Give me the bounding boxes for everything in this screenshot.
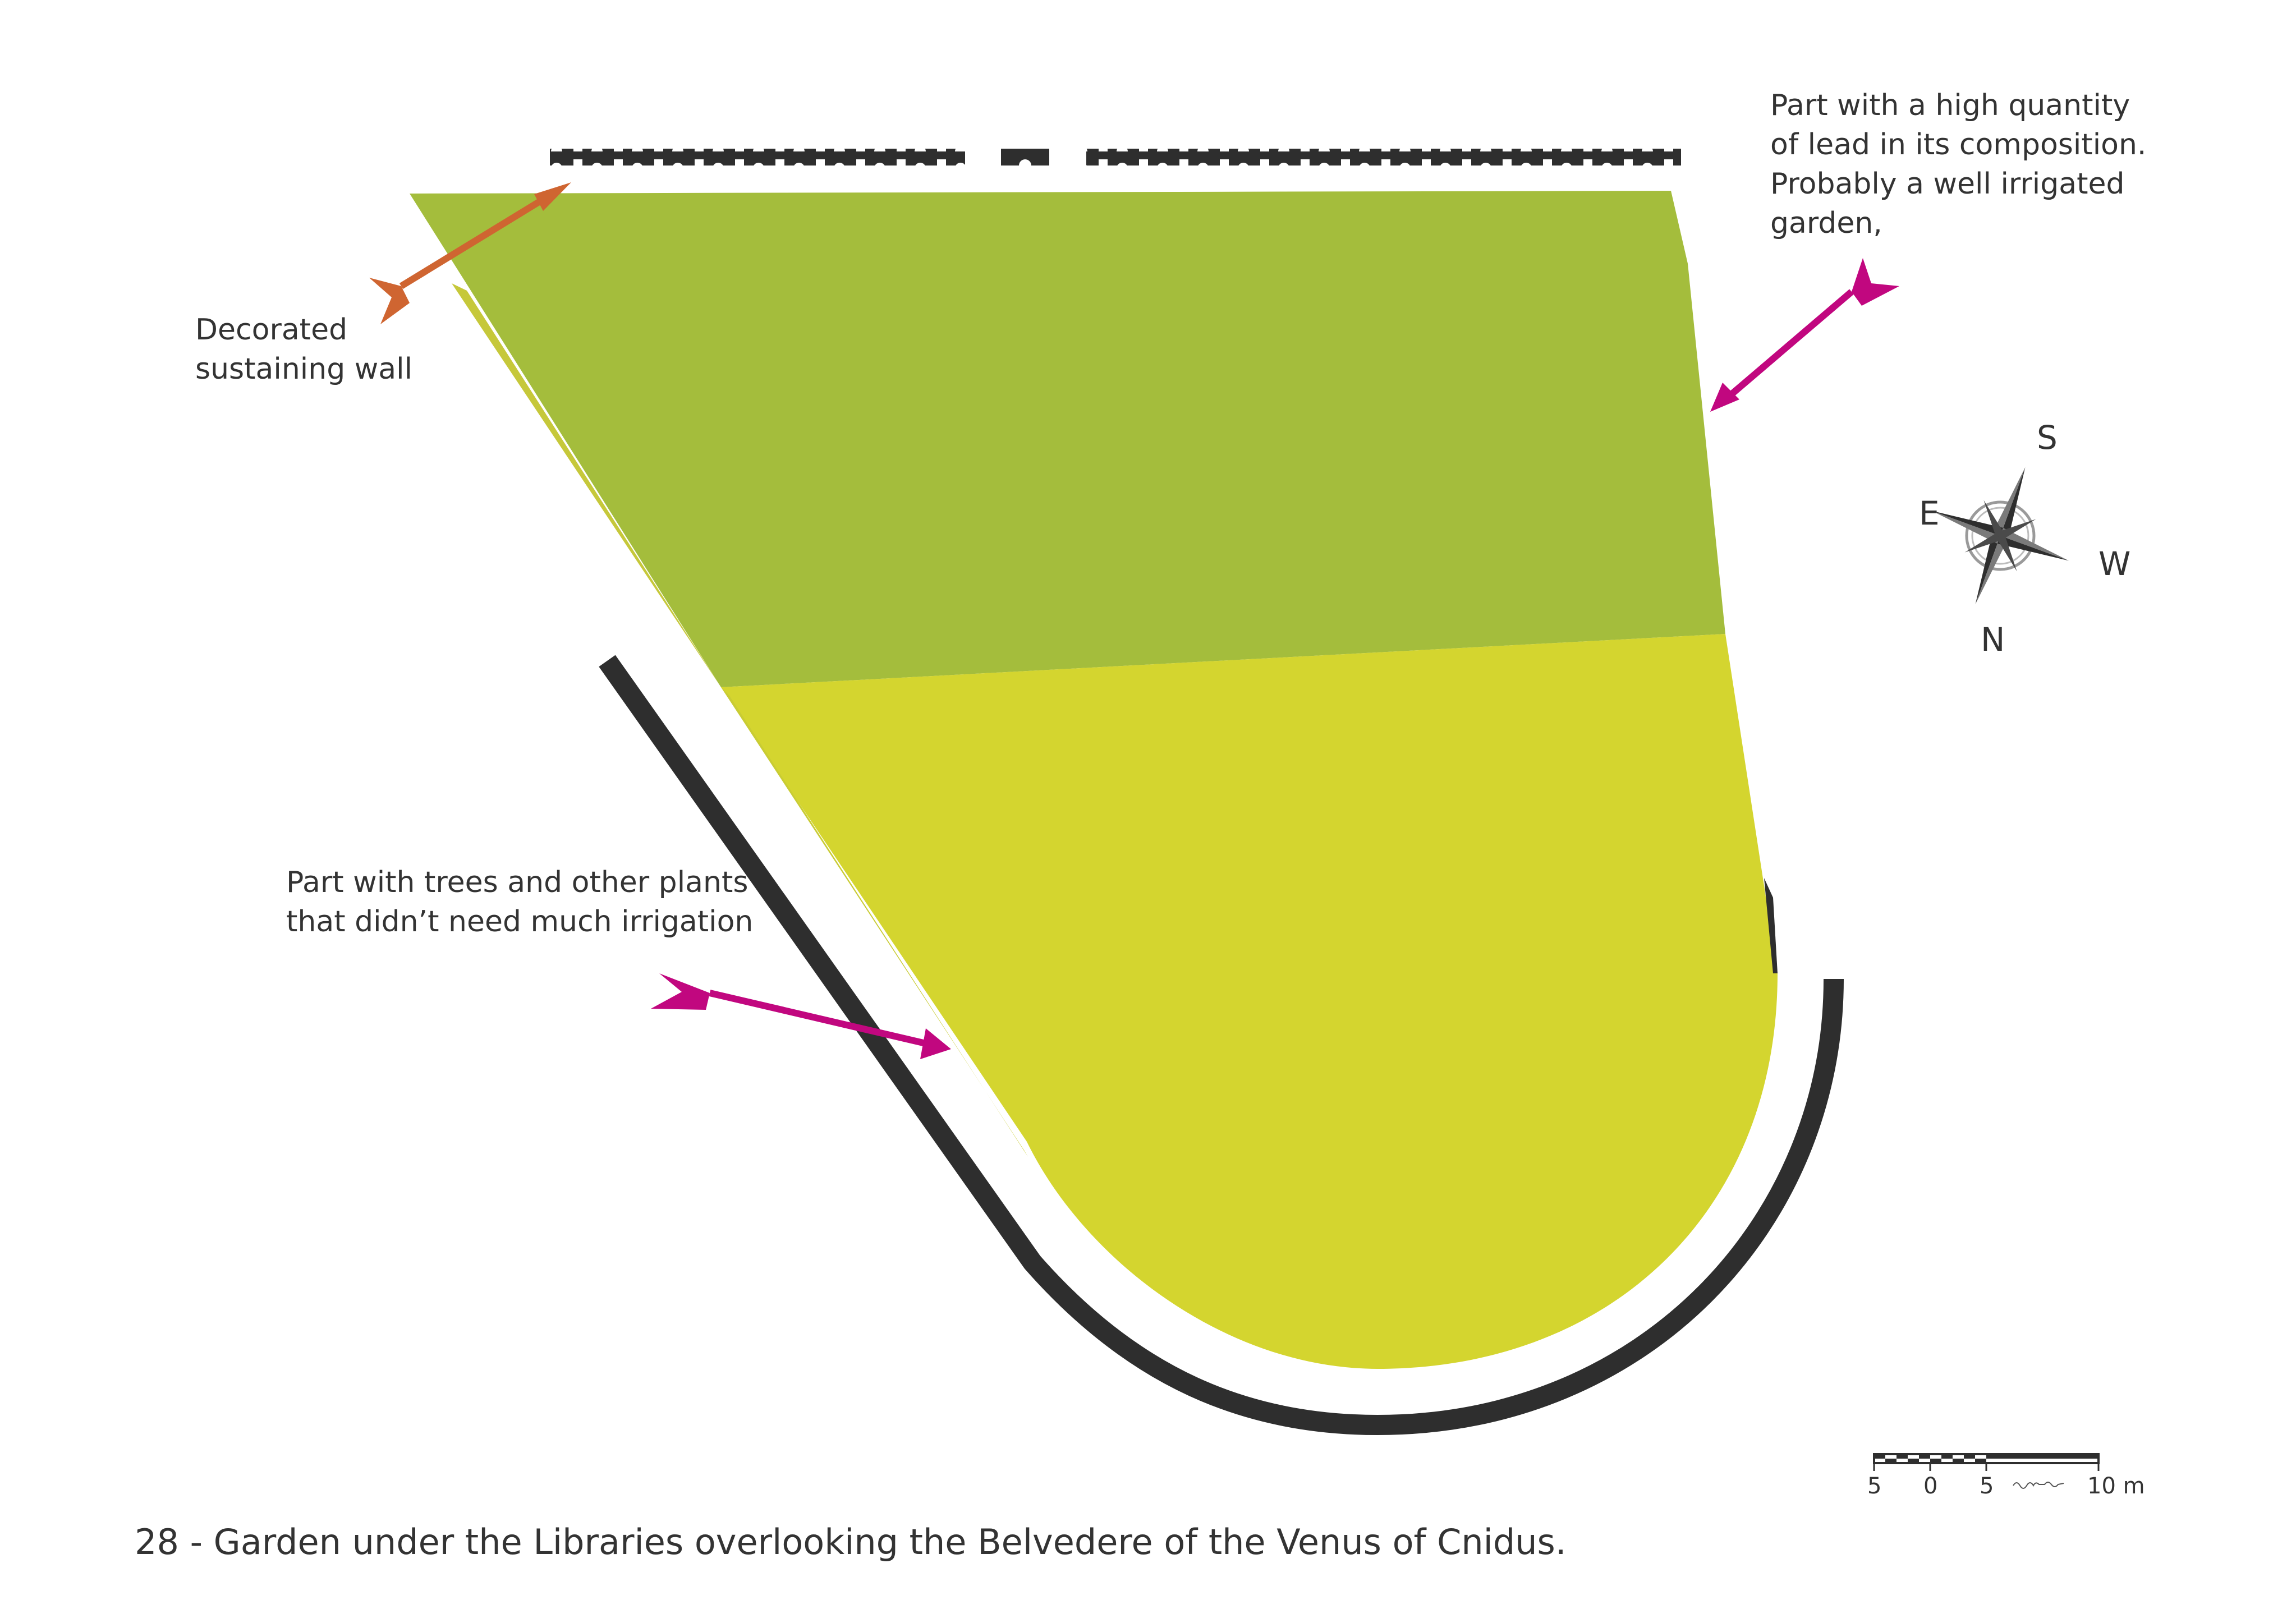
- scale-label-0: 0: [1923, 1473, 1937, 1499]
- lead-part-label-line-2: of lead in its composition.: [1770, 128, 2146, 162]
- compass-needle: [1931, 467, 2069, 605]
- scale-label-10m: 10 m: [2087, 1473, 2145, 1499]
- decorated-wall-arrow: [369, 182, 571, 324]
- top-wall-left-segment: [550, 149, 965, 165]
- top-wall-middle-niche: [1019, 159, 1031, 165]
- decorated-wall-label-line-2: sustaining wall: [195, 352, 412, 386]
- lead-part-arrow: [1710, 258, 1899, 412]
- compass-north-label: N: [1981, 620, 2005, 659]
- compass-east-label: E: [1919, 494, 1940, 532]
- top-wall-right-segment: [1086, 149, 1681, 165]
- scale-label-5-left: 5: [1867, 1473, 1881, 1499]
- scale-label-5-right: 5: [1980, 1473, 1994, 1499]
- lead-part-label-line-3: Probably a well irrigated: [1770, 167, 2124, 201]
- compass-west-label: W: [2098, 545, 2130, 583]
- compass-ring: [1965, 500, 2036, 571]
- lead-part-label-line-1: Part with a high quantity: [1770, 89, 2130, 122]
- top-decorated-wall: [550, 149, 1681, 165]
- lead-part-label: Part with a high quantity of lead in its…: [1770, 89, 2156, 240]
- curved-sustaining-wall: [599, 655, 1844, 1436]
- compass-south-label: S: [2037, 419, 2058, 457]
- trees-part-label: Part with trees and other plants that di…: [286, 866, 757, 939]
- right-wall-fragment: [1764, 878, 1778, 973]
- lead-part-label-line-4: garden,: [1770, 206, 1882, 240]
- trees-part-label-line-1: Part with trees and other plants: [286, 866, 748, 899]
- upper-garden-sliver: [452, 283, 721, 687]
- decorated-wall-label: Decorated sustaining wall: [195, 313, 412, 386]
- lower-garden-area: [721, 634, 1778, 1369]
- decorated-wall-label-line-1: Decorated: [195, 313, 347, 347]
- trees-part-label-line-2: that didn’t need much irrigation: [286, 905, 753, 939]
- compass-rose: S E W N: [1919, 419, 2130, 659]
- upper-garden-area: [410, 191, 1725, 687]
- scale-bar-signature: [2013, 1482, 2064, 1489]
- scale-bar: 5 0 5 10 m: [1867, 1453, 2145, 1499]
- trees-part-arrow: [651, 973, 951, 1059]
- figure-caption: 28 - Garden under the Libraries overlook…: [135, 1521, 1567, 1562]
